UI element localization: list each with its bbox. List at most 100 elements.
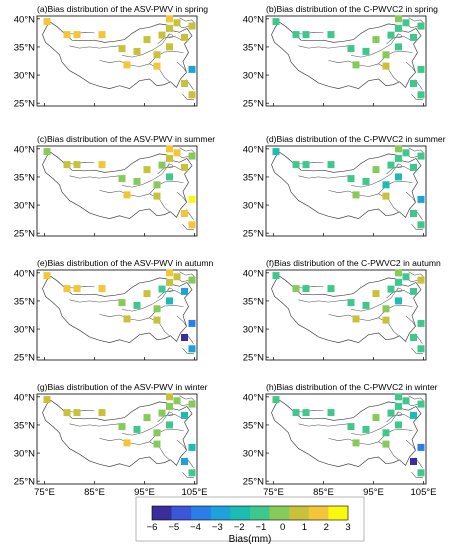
- panel-title: (b)Bias distribution of the C-PWVC2 in s…: [266, 4, 438, 14]
- station-marker: [166, 402, 173, 410]
- x-tick-label: 105°E: [182, 487, 208, 498]
- station-marker: [372, 414, 380, 422]
- region-border: [69, 423, 120, 427]
- colorbar-tick-label: 3: [345, 522, 350, 533]
- station-marker: [417, 221, 425, 229]
- region-border: [405, 315, 416, 327]
- station-marker: [166, 173, 173, 181]
- region-border: [182, 224, 195, 231]
- station-marker: [188, 221, 196, 229]
- panel-f: (f)Bias distribution of the C-PWVC2 in a…: [243, 258, 441, 364]
- station-marker: [153, 192, 161, 200]
- station-marker: [327, 161, 335, 169]
- station-marker: [272, 18, 280, 26]
- station-marker: [395, 43, 402, 51]
- station-marker: [395, 421, 402, 429]
- station-marker: [347, 175, 355, 183]
- y-tick-label: 35°N: [14, 420, 35, 431]
- region-border: [176, 191, 187, 203]
- station-marker: [395, 173, 402, 181]
- y-tick-label: 40°N: [14, 144, 35, 155]
- station-marker: [181, 80, 188, 87]
- colorbar-swatch: [191, 506, 212, 520]
- y-tick-label: 25°N: [14, 229, 35, 240]
- region-border: [69, 299, 120, 303]
- station-marker: [158, 409, 166, 417]
- station-marker: [43, 272, 51, 280]
- station-marker: [153, 51, 161, 59]
- station-marker: [327, 409, 335, 417]
- region-border: [176, 439, 187, 451]
- colorbar-swatch: [171, 506, 192, 520]
- station-marker: [153, 440, 161, 448]
- region-border: [176, 315, 187, 327]
- y-tick-label: 35°N: [243, 296, 264, 307]
- station-marker: [133, 177, 141, 185]
- station-marker: [410, 334, 417, 341]
- colorbar-tick-label: −2: [234, 522, 245, 533]
- station-marker: [395, 24, 402, 32]
- y-tick-label: 35°N: [243, 172, 264, 183]
- region-border: [378, 305, 413, 318]
- y-tick-label: 30°N: [14, 325, 35, 336]
- station-marker: [387, 285, 395, 293]
- region-border: [411, 94, 424, 101]
- panel-title: (a)Bias distribution of the ASV-PWV in s…: [37, 4, 208, 14]
- station-marker: [153, 305, 161, 313]
- y-tick-label: 35°N: [14, 296, 35, 307]
- station-marker: [362, 425, 370, 433]
- colorbar: −6 −5 −4 −3 −2 −1 0 1 2 3 Bias(mm): [135, 496, 365, 545]
- region-border: [69, 175, 120, 179]
- lake-outline: [396, 34, 403, 39]
- region-border: [411, 348, 424, 355]
- station-marker: [188, 65, 196, 73]
- station-marker: [417, 22, 425, 30]
- station-marker: [188, 319, 196, 327]
- station-marker: [347, 45, 355, 53]
- station-marker: [302, 285, 310, 293]
- station-marker: [43, 148, 51, 156]
- station-marker: [382, 316, 390, 324]
- station-marker: [410, 80, 417, 87]
- station-marker: [362, 301, 370, 309]
- region-border: [405, 191, 416, 203]
- region-border: [378, 429, 413, 442]
- station-marker: [395, 402, 402, 410]
- colorbar-swatch: [269, 506, 290, 520]
- station-marker: [181, 163, 188, 171]
- station-marker: [118, 299, 126, 307]
- y-tick-label: 30°N: [14, 71, 35, 82]
- station-marker: [417, 345, 425, 353]
- station-marker: [272, 396, 280, 404]
- station-marker: [417, 152, 425, 160]
- station-marker: [98, 285, 106, 293]
- y-tick-label: 40°N: [243, 392, 264, 403]
- station-marker: [402, 397, 410, 405]
- region-border: [149, 51, 184, 64]
- y-tick-label: 35°N: [14, 42, 35, 53]
- y-tick-label: 30°N: [243, 449, 264, 460]
- region-border: [350, 33, 399, 58]
- colorbar-swatch: [308, 506, 329, 520]
- station-marker: [166, 393, 173, 401]
- panel-h: (h)Bias distribution of the C-PWVC2 in w…: [243, 382, 438, 498]
- region-border: [350, 163, 399, 188]
- region-border: [149, 305, 184, 318]
- station-marker: [352, 439, 360, 447]
- x-tick-label: 75°E: [34, 487, 55, 498]
- lake-outline: [167, 164, 174, 169]
- station-marker: [410, 210, 417, 217]
- region-border: [179, 271, 195, 277]
- station-marker: [181, 411, 188, 419]
- station-marker: [382, 181, 390, 189]
- colorbar-swatch: [230, 506, 251, 520]
- station-marker: [73, 409, 81, 417]
- colorbar-label: Bias(mm): [229, 534, 272, 545]
- station-marker: [402, 149, 410, 157]
- station-marker: [302, 31, 310, 39]
- station-marker: [395, 145, 402, 153]
- station-marker: [153, 62, 161, 70]
- region-border: [405, 439, 416, 451]
- station-marker: [410, 411, 417, 419]
- y-tick-label: 30°N: [243, 201, 264, 212]
